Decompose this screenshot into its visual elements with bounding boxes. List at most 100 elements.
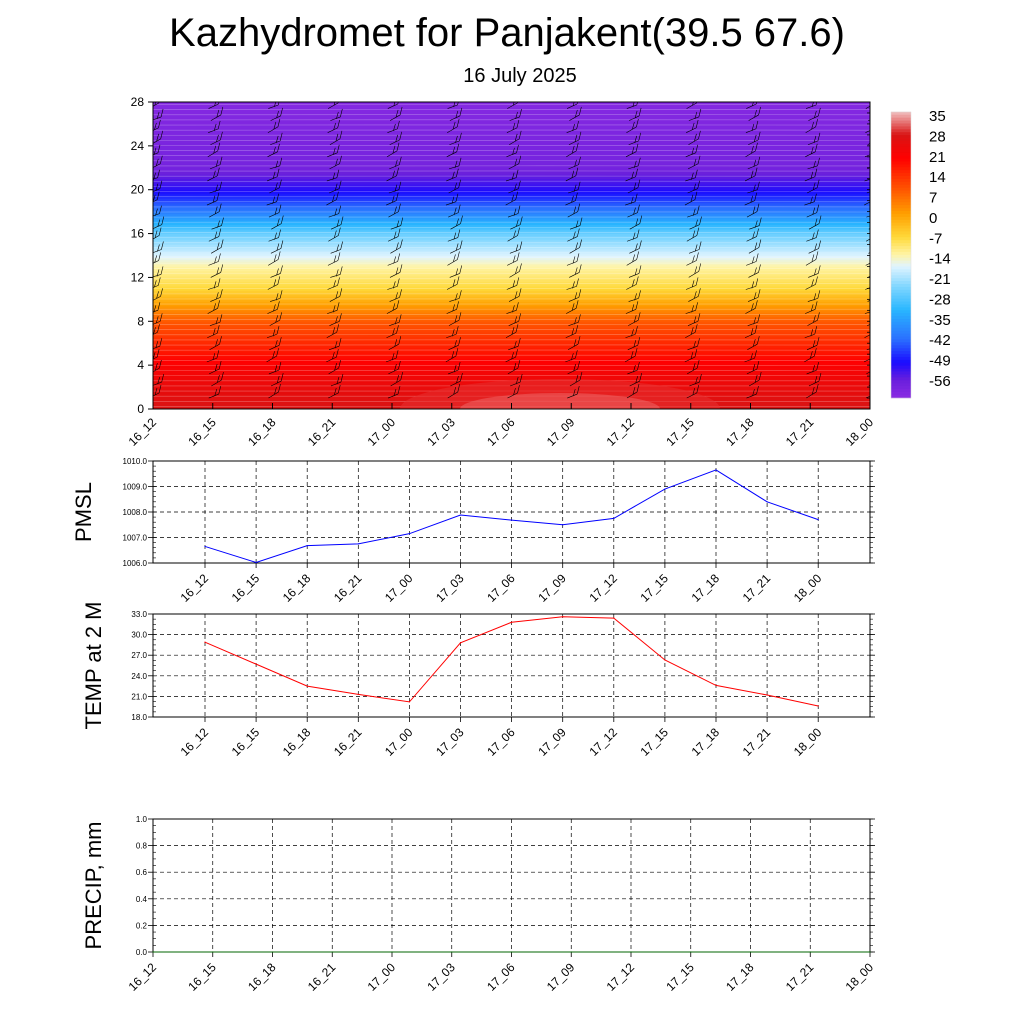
heatmap-band <box>153 244 870 248</box>
wind-barb <box>446 276 460 290</box>
heatmap-band <box>153 336 870 340</box>
heatmap-band <box>153 369 870 373</box>
wind-barb <box>153 180 163 192</box>
wind-barb <box>326 191 339 206</box>
wind-barb <box>748 264 761 278</box>
heatmap-band <box>153 334 870 337</box>
wind-barb <box>153 130 163 144</box>
wind-barb <box>688 263 702 278</box>
wind-barb <box>689 216 702 230</box>
colorbar-swatch <box>891 260 911 264</box>
wind-barb <box>568 131 582 146</box>
heatmap-band <box>153 246 870 250</box>
colorbar-swatch <box>891 368 911 372</box>
colorbar-swatch <box>891 225 911 229</box>
heatmap-band <box>153 206 870 210</box>
wind-barb <box>688 288 701 302</box>
wind-barb <box>266 326 280 339</box>
wind-barb <box>506 277 520 290</box>
x-tick-label: 16_21 <box>305 960 339 994</box>
x-tick-label: 16_12 <box>126 415 160 449</box>
heatmap-band <box>153 325 870 329</box>
x-tick-label: 17_21 <box>740 725 774 759</box>
colorbar-swatch <box>891 377 911 381</box>
heatmap-band <box>153 279 870 283</box>
data-point <box>306 545 308 547</box>
heatmap-band <box>153 329 870 333</box>
colorbar-swatch <box>891 120 911 124</box>
colorbar-swatch <box>891 193 911 197</box>
wind-barb <box>507 252 520 266</box>
colorbar-swatch <box>891 336 911 340</box>
heatmap-band <box>153 345 870 348</box>
wind-barb <box>269 337 282 351</box>
colorbar-label: -42 <box>929 332 951 349</box>
wind-barb <box>508 288 522 302</box>
heatmap-band <box>153 292 870 296</box>
colorbar-swatch <box>891 330 911 334</box>
x-tick-label: 16_15 <box>185 960 219 994</box>
heatmap-band <box>153 303 870 307</box>
wind-barb <box>807 312 820 326</box>
heatmap-band <box>153 217 870 221</box>
colorbar-swatch <box>891 146 911 151</box>
wind-barb <box>805 301 818 314</box>
wind-barb <box>153 205 162 217</box>
x-tick-label: 17_15 <box>663 415 697 449</box>
wind-barb <box>568 181 581 194</box>
heatmap-band <box>153 143 870 147</box>
wind-barb <box>625 301 639 314</box>
y-tick-label: 1010.0 <box>123 457 148 466</box>
colorbar-swatch <box>891 196 911 200</box>
wind-barb <box>153 102 160 107</box>
wind-barb <box>153 324 160 336</box>
heatmap-band <box>153 167 870 171</box>
data-point <box>715 684 717 687</box>
colorbar-swatch <box>891 257 911 262</box>
heatmap-band <box>153 185 870 188</box>
wind-barb <box>805 102 818 109</box>
wind-barb <box>507 360 521 375</box>
heatmap-band <box>153 215 870 219</box>
wind-barb <box>508 180 521 194</box>
heatmap-band <box>153 209 870 212</box>
colorbar-swatch <box>891 199 911 203</box>
heatmap-band <box>153 220 870 223</box>
colorbar-swatch <box>891 263 911 267</box>
data-point <box>817 519 819 521</box>
x-tick-label: 16_21 <box>305 415 339 449</box>
x-tick-label: 17_21 <box>783 415 817 449</box>
heatmap-band <box>153 134 870 138</box>
data-point <box>271 951 274 953</box>
colorbar-swatch <box>891 333 911 337</box>
x-tick-label: 17_18 <box>689 725 723 759</box>
colorbar: 35 28 21 14 7 0 -7 -14 -21 -28 -35 -42 -49 -56 <box>890 108 951 399</box>
heatmap-band <box>153 356 870 359</box>
wind-barb <box>806 204 820 218</box>
heatmap-band <box>153 211 870 215</box>
wind-barb <box>268 362 282 375</box>
heatmap-band <box>153 290 870 294</box>
x-tick-label: 17_06 <box>484 571 518 605</box>
heatmap-band <box>153 160 870 164</box>
wind-barb <box>450 373 463 387</box>
colorbar-swatch <box>891 173 911 177</box>
wind-barb <box>863 358 870 363</box>
colorbar-swatch <box>891 380 911 384</box>
colorbar-label: 28 <box>929 128 946 145</box>
wind-barb <box>153 288 163 301</box>
data-point <box>510 951 513 953</box>
y-tick-label: 18.0 <box>131 713 147 722</box>
wind-barb <box>566 278 579 290</box>
wind-barb <box>864 154 870 158</box>
x-tick-label: 17_09 <box>544 415 578 449</box>
heatmap-band <box>153 301 870 305</box>
wind-barb <box>867 299 870 302</box>
wind-barb <box>270 240 284 254</box>
wind-barb <box>627 204 640 218</box>
wind-barb <box>627 337 641 351</box>
heatmap-band <box>153 268 870 272</box>
x-tick-label: 17_00 <box>382 725 416 759</box>
heatmap-band <box>153 318 870 322</box>
